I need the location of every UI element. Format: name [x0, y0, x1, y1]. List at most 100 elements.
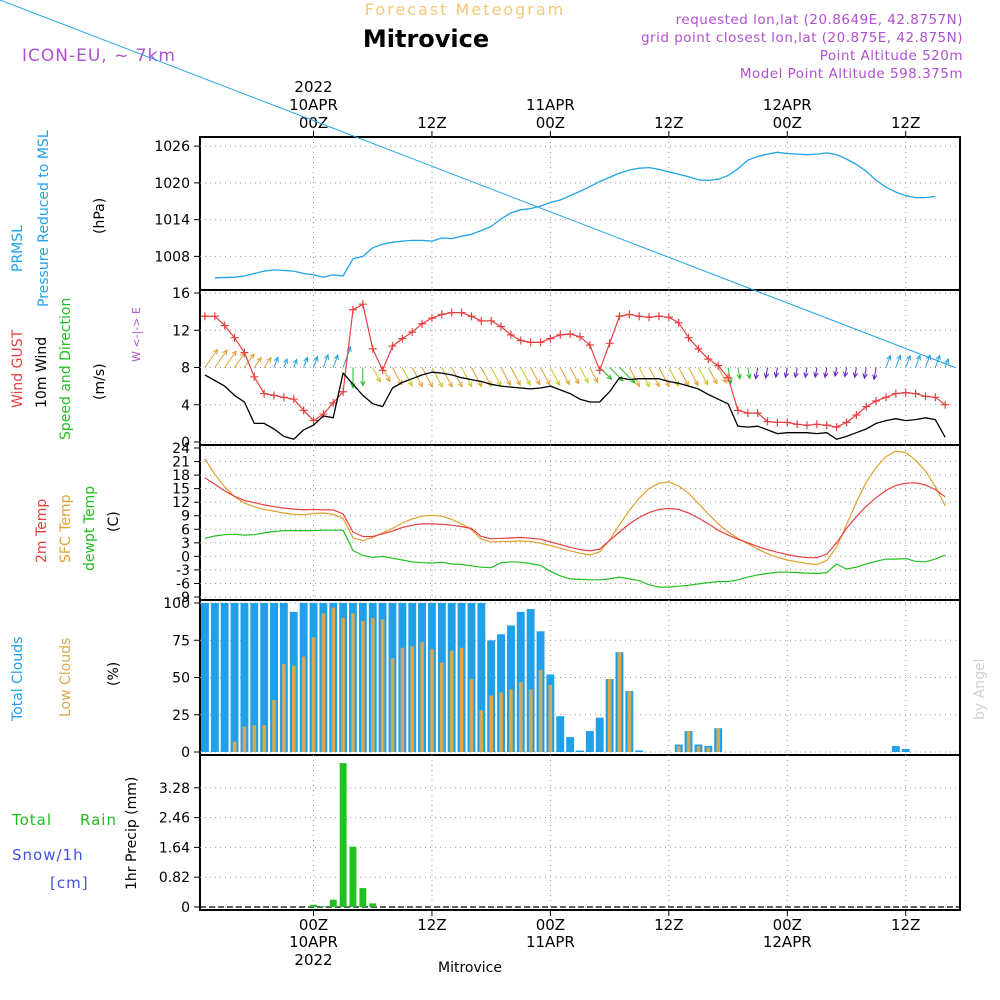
- wind-arrow: [873, 367, 877, 380]
- grid-coords: grid point closest lon,lat (20.875E, 42.…: [641, 30, 963, 46]
- panel-frame: [199, 754, 961, 911]
- wind-arrow: [717, 367, 727, 383]
- snow-unit-label: [cm]: [50, 874, 89, 892]
- cloud-bars: [201, 603, 910, 753]
- gust-marker: [763, 417, 772, 426]
- low-cloud-bar: [696, 746, 701, 752]
- time-label-bottom: 00Z: [299, 916, 328, 934]
- pressure-label-long: Pressure Reduced to MSL: [36, 130, 52, 307]
- wind-arrow: [441, 367, 453, 388]
- low-cloud-bar: [400, 647, 405, 752]
- time-label-bottom: 12Z: [891, 916, 920, 934]
- total-cloud-bar: [595, 717, 604, 752]
- wind-arrow-head: [773, 372, 780, 379]
- gust-marker: [615, 312, 624, 321]
- dewpoint-line: [204, 529, 946, 588]
- time-label-bottom: 00Z: [536, 916, 565, 934]
- model-name: ICON-EU, ~ 7km: [22, 46, 176, 66]
- low-cloud-bar: [341, 617, 345, 752]
- gust-marker: [753, 409, 762, 418]
- wind-arrow-head: [935, 354, 941, 361]
- low-cloud-bar: [479, 710, 484, 752]
- wind-arrow: [530, 367, 541, 385]
- wind-arrow: [834, 367, 838, 377]
- wind-arrow: [372, 367, 381, 383]
- y-tick-label: 25: [172, 708, 190, 724]
- wind-arrow-head: [896, 354, 902, 361]
- low-cloud-bar: [617, 652, 622, 752]
- low-cloud-bar: [301, 656, 306, 752]
- gust-marker: [477, 316, 486, 325]
- total-cloud-bar: [635, 750, 644, 752]
- wind-arrow-head: [906, 354, 911, 361]
- low-cloud-bar: [519, 682, 523, 752]
- wind-arrow: [480, 367, 492, 387]
- low-cloud-bar: [499, 692, 503, 752]
- precip-bar: [339, 763, 347, 907]
- gust-marker: [654, 312, 663, 321]
- wind-arrow-head: [324, 353, 329, 360]
- date-label-bottom: 10APR: [289, 933, 338, 951]
- wind-arrow-head: [944, 357, 950, 365]
- wind-arrow: [727, 367, 732, 384]
- precip-unit: 1hr Precip (mm): [124, 777, 140, 890]
- gust-marker: [704, 355, 713, 364]
- wind-arrow: [775, 367, 778, 378]
- gust-marker: [200, 312, 209, 321]
- gust-marker: [497, 322, 506, 331]
- gust-marker: [457, 308, 466, 317]
- gust-marker: [714, 361, 723, 370]
- wind-arrow-head: [303, 356, 309, 363]
- wind-dir-label: Speed and Direction: [58, 298, 74, 440]
- total-cloud-bar: [467, 603, 476, 752]
- y-tick-label: 16: [172, 286, 190, 302]
- product-title: Forecast Meteogram: [365, 0, 565, 19]
- wind-arrow: [431, 367, 443, 388]
- total-cloud-bar: [220, 603, 229, 752]
- rain-label-total: Total: [11, 811, 52, 829]
- gust-marker: [803, 421, 812, 430]
- wind-arrow: [461, 367, 473, 387]
- gust-marker: [516, 336, 525, 345]
- gust-marker: [566, 329, 575, 338]
- wind-arrow: [392, 367, 403, 386]
- gust-marker: [743, 409, 752, 418]
- sfc-temp-line: [204, 450, 946, 566]
- wind-arrow: [628, 367, 640, 387]
- gust-marker: [793, 420, 802, 429]
- gust-marker: [852, 410, 861, 419]
- gust-marker: [812, 420, 821, 429]
- low-cloud-bar: [371, 617, 375, 752]
- gust-marker: [467, 312, 476, 321]
- panel-frame: [199, 444, 961, 601]
- gust-marker: [289, 395, 298, 404]
- date-label-bottom: 11APR: [526, 933, 575, 951]
- wind-arrow: [854, 367, 857, 378]
- low-cloud-bar: [716, 728, 720, 752]
- wind-arrow: [234, 352, 246, 368]
- total-cloud-bar: [260, 603, 269, 752]
- gust-marker: [279, 393, 288, 402]
- gust-marker: [487, 316, 496, 325]
- gust-marker: [230, 333, 239, 342]
- y-tick-label: 12: [172, 323, 190, 339]
- wind-arrow: [905, 355, 911, 368]
- low-cloud-bar: [351, 613, 355, 752]
- total-clouds-label: Total Clouds: [10, 637, 26, 722]
- gust-marker: [309, 416, 318, 425]
- gust-marker: [872, 397, 881, 406]
- low-cloud-bar: [627, 690, 632, 752]
- y-tick-label: 8: [181, 361, 190, 377]
- time-label-top: 00Z: [536, 114, 565, 132]
- wind-arrow: [824, 367, 828, 378]
- y-tick-label: 0: [181, 900, 190, 916]
- model-altitude: Model Point Altitude 598.375m: [740, 66, 963, 82]
- wind-arrow-head: [256, 356, 262, 363]
- year-label-bottom: 2022: [294, 951, 332, 969]
- t2m-line: [204, 477, 946, 559]
- gust-marker: [694, 344, 703, 353]
- wind-arrow: [915, 355, 921, 368]
- wind-arrow-head: [703, 379, 709, 386]
- gust-marker: [921, 392, 930, 401]
- y-tick-label: 0: [181, 435, 190, 451]
